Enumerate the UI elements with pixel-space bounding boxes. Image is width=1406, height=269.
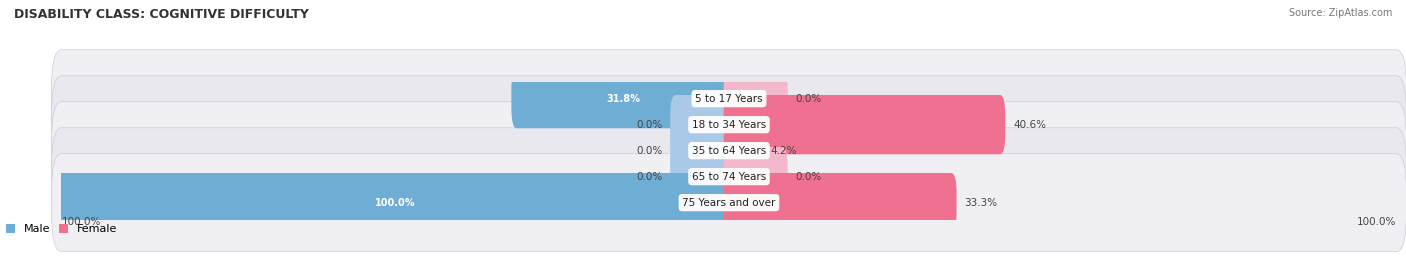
- FancyBboxPatch shape: [52, 50, 1406, 147]
- Text: 40.6%: 40.6%: [1014, 120, 1046, 130]
- FancyBboxPatch shape: [512, 69, 734, 128]
- Text: 0.0%: 0.0%: [796, 94, 823, 104]
- Text: DISABILITY CLASS: COGNITIVE DIFFICULTY: DISABILITY CLASS: COGNITIVE DIFFICULTY: [14, 8, 309, 21]
- FancyBboxPatch shape: [671, 121, 734, 180]
- FancyBboxPatch shape: [724, 147, 787, 206]
- Text: 100.0%: 100.0%: [62, 217, 101, 227]
- Text: 35 to 64 Years: 35 to 64 Years: [692, 146, 766, 156]
- FancyBboxPatch shape: [724, 69, 787, 128]
- FancyBboxPatch shape: [724, 173, 956, 232]
- FancyBboxPatch shape: [52, 128, 1406, 225]
- Text: 0.0%: 0.0%: [796, 172, 823, 182]
- FancyBboxPatch shape: [724, 121, 762, 180]
- FancyBboxPatch shape: [56, 173, 734, 232]
- Text: Source: ZipAtlas.com: Source: ZipAtlas.com: [1288, 8, 1392, 18]
- Text: 100.0%: 100.0%: [375, 198, 416, 208]
- FancyBboxPatch shape: [671, 95, 734, 154]
- FancyBboxPatch shape: [724, 95, 1005, 154]
- FancyBboxPatch shape: [671, 147, 734, 206]
- Legend: Male, Female: Male, Female: [1, 220, 121, 239]
- Text: 0.0%: 0.0%: [636, 120, 662, 130]
- FancyBboxPatch shape: [52, 102, 1406, 200]
- Text: 0.0%: 0.0%: [636, 172, 662, 182]
- Text: 65 to 74 Years: 65 to 74 Years: [692, 172, 766, 182]
- Text: 4.2%: 4.2%: [770, 146, 797, 156]
- FancyBboxPatch shape: [52, 76, 1406, 174]
- Text: 5 to 17 Years: 5 to 17 Years: [695, 94, 763, 104]
- Text: 18 to 34 Years: 18 to 34 Years: [692, 120, 766, 130]
- Text: 100.0%: 100.0%: [1357, 217, 1396, 227]
- Text: 0.0%: 0.0%: [636, 146, 662, 156]
- Text: 31.8%: 31.8%: [606, 94, 640, 104]
- FancyBboxPatch shape: [52, 154, 1406, 252]
- Text: 75 Years and over: 75 Years and over: [682, 198, 776, 208]
- Text: 33.3%: 33.3%: [965, 198, 998, 208]
